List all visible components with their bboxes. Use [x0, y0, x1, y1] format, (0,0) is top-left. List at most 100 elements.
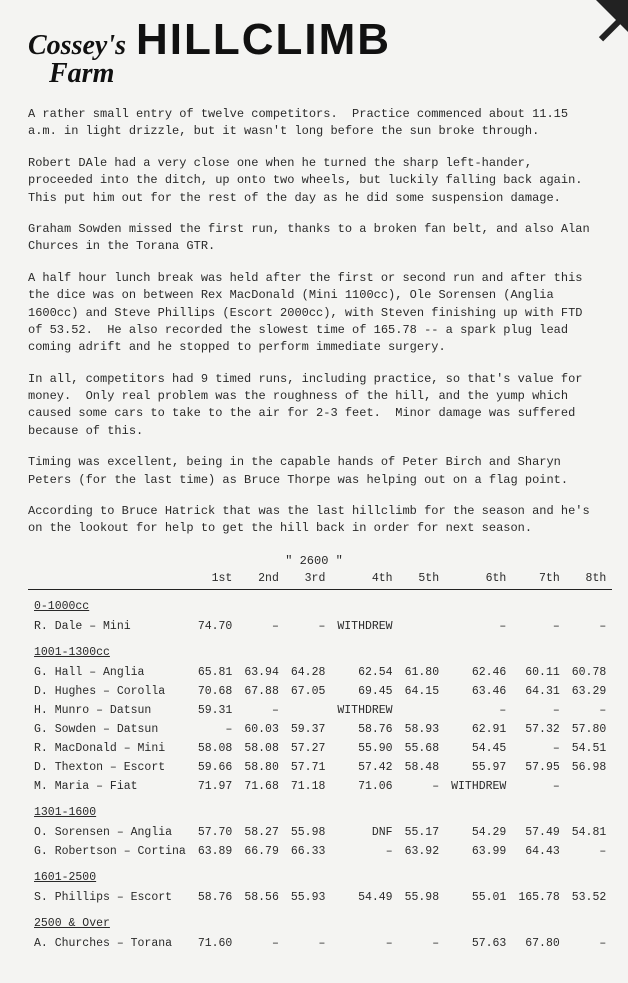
- class-heading-row: 1001-1300cc: [28, 636, 612, 663]
- time-cell: 69.45: [331, 682, 398, 701]
- body-paragraph: Graham Sowden missed the first run, than…: [28, 221, 600, 256]
- time-cell: 56.98: [566, 758, 613, 777]
- time-cell: –: [445, 617, 512, 636]
- time-cell: –: [566, 934, 613, 953]
- time-cell: –: [238, 701, 285, 720]
- time-cell: 62.46: [445, 663, 512, 682]
- time-cell: –: [399, 777, 446, 796]
- time-cell: 66.79: [238, 842, 285, 861]
- time-cell: –: [285, 617, 332, 636]
- results-table: 1st 2nd 3rd 4th 5th 6th 7th 8th 0-1000cc…: [28, 570, 612, 953]
- time-cell: 54.81: [566, 823, 613, 842]
- table-header-row: 1st 2nd 3rd 4th 5th 6th 7th 8th: [28, 570, 612, 590]
- time-cell: 59.37: [285, 720, 332, 739]
- time-cell: 57.32: [512, 720, 565, 739]
- time-cell: –: [399, 934, 446, 953]
- time-cell: 57.95: [512, 758, 565, 777]
- time-cell: 60.78: [566, 663, 613, 682]
- time-cell: 57.80: [566, 720, 613, 739]
- class-heading-row: 1601-2500: [28, 861, 612, 888]
- time-cell: 58.08: [238, 739, 285, 758]
- time-cell: 67.88: [238, 682, 285, 701]
- body-paragraph: Timing was excellent, being in the capab…: [28, 454, 600, 489]
- table-row: D. Hughes – Corolla70.6867.8867.0569.456…: [28, 682, 612, 701]
- time-cell: 58.56: [238, 888, 285, 907]
- time-cell: 63.89: [192, 842, 239, 861]
- time-cell: [566, 777, 613, 796]
- class-heading: 1601-2500: [28, 861, 612, 888]
- time-cell: 58.80: [238, 758, 285, 777]
- time-cell: 55.97: [445, 758, 512, 777]
- time-cell: 55.68: [399, 739, 446, 758]
- class-heading: 2500 & Over: [28, 907, 612, 934]
- competitor-name: D. Thexton – Escort: [28, 758, 192, 777]
- time-cell: 57.63: [445, 934, 512, 953]
- time-cell: DNF: [331, 823, 398, 842]
- time-cell: 74.70: [192, 617, 239, 636]
- time-cell: 67.05: [285, 682, 332, 701]
- time-cell: –: [566, 701, 613, 720]
- time-cell: 55.90: [331, 739, 398, 758]
- time-cell: 57.71: [285, 758, 332, 777]
- class-heading-row: 1301-1600: [28, 796, 612, 823]
- time-cell: 55.01: [445, 888, 512, 907]
- time-cell: –: [331, 934, 398, 953]
- col-header: 8th: [566, 570, 613, 590]
- time-cell: 58.08: [192, 739, 239, 758]
- table-row: G. Sowden – Datsun–60.0359.3758.7658.936…: [28, 720, 612, 739]
- time-cell: WITHDREW: [331, 701, 398, 720]
- time-cell: 55.93: [285, 888, 332, 907]
- time-cell: 71.18: [285, 777, 332, 796]
- class-heading-row: 2500 & Over: [28, 907, 612, 934]
- event-subtitle: Cossey's Farm: [28, 32, 126, 88]
- time-cell: [399, 617, 446, 636]
- time-cell: [285, 701, 332, 720]
- time-cell: 54.29: [445, 823, 512, 842]
- time-cell: 61.80: [399, 663, 446, 682]
- class-heading: 1001-1300cc: [28, 636, 612, 663]
- time-cell: 53.52: [566, 888, 613, 907]
- time-cell: –: [512, 701, 565, 720]
- time-cell: –: [512, 739, 565, 758]
- time-cell: 59.31: [192, 701, 239, 720]
- time-cell: 71.97: [192, 777, 239, 796]
- time-cell: 59.66: [192, 758, 239, 777]
- table-row: O. Sorensen – Anglia57.7058.2755.98DNF55…: [28, 823, 612, 842]
- competitor-name: R. Dale – Mini: [28, 617, 192, 636]
- body-paragraph: A rather small entry of twelve competito…: [28, 106, 600, 141]
- class-heading: 0-1000cc: [28, 589, 612, 617]
- time-cell: 58.27: [238, 823, 285, 842]
- class-heading-row: 0-1000cc: [28, 589, 612, 617]
- time-cell: 58.76: [192, 888, 239, 907]
- class-heading: 1301-1600: [28, 796, 612, 823]
- time-cell: 71.60: [192, 934, 239, 953]
- time-cell: WITHDREW: [331, 617, 398, 636]
- table-row: G. Robertson – Cortina63.8966.7966.33–63…: [28, 842, 612, 861]
- time-cell: 62.91: [445, 720, 512, 739]
- table-row: R. MacDonald – Mini58.0858.0857.2755.905…: [28, 739, 612, 758]
- time-cell: –: [566, 617, 613, 636]
- time-cell: –: [192, 720, 239, 739]
- document-page: Cossey's Farm HILLCLIMB A rather small e…: [0, 0, 628, 983]
- competitor-name: H. Munro – Datsun: [28, 701, 192, 720]
- body-paragraph: A half hour lunch break was held after t…: [28, 270, 600, 357]
- time-cell: 67.80: [512, 934, 565, 953]
- time-cell: –: [238, 934, 285, 953]
- time-cell: [399, 701, 446, 720]
- col-header: 3rd: [285, 570, 332, 590]
- time-cell: 64.15: [399, 682, 446, 701]
- time-cell: WITHDREW: [445, 777, 512, 796]
- time-cell: 63.94: [238, 663, 285, 682]
- competitor-name: S. Phillips – Escort: [28, 888, 192, 907]
- time-cell: –: [566, 842, 613, 861]
- time-cell: 55.17: [399, 823, 446, 842]
- time-cell: 63.92: [399, 842, 446, 861]
- table-row: A. Churches – Torana71.60––––57.6367.80–: [28, 934, 612, 953]
- body-paragraph: In all, competitors had 9 timed runs, in…: [28, 371, 600, 441]
- competitor-name: G. Robertson – Cortina: [28, 842, 192, 861]
- time-cell: –: [285, 934, 332, 953]
- time-cell: 58.48: [399, 758, 446, 777]
- time-cell: 64.28: [285, 663, 332, 682]
- competitor-name: D. Hughes – Corolla: [28, 682, 192, 701]
- time-cell: –: [512, 617, 565, 636]
